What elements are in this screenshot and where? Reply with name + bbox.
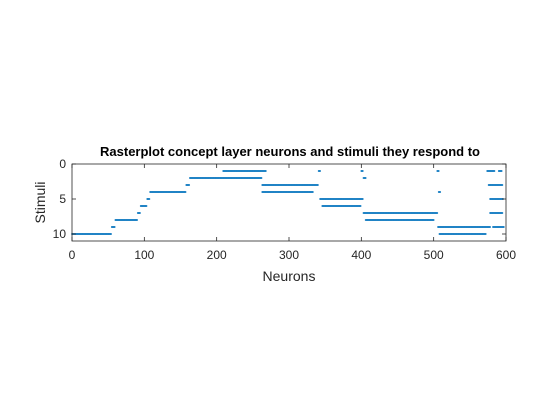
- raster-row-stimulus-5: [319, 198, 364, 200]
- raster-point: [361, 198, 364, 200]
- raster-point: [501, 212, 504, 214]
- chart-title: Rasterplot concept layer neurons and sti…: [100, 144, 480, 159]
- x-tick-label: 0: [69, 248, 76, 262]
- raster-row-stimulus-3: [185, 184, 191, 186]
- raster-row-stimulus-1: [486, 170, 496, 172]
- raster-point: [437, 170, 440, 172]
- raster-point: [184, 191, 187, 193]
- y-tick-label: 10: [53, 227, 67, 241]
- raster-point: [136, 219, 139, 221]
- raster-row-stimulus-4: [261, 191, 314, 193]
- raster-row-stimulus-6: [321, 205, 362, 207]
- raster-point: [148, 198, 151, 200]
- raster-row-stimulus-9: [492, 226, 505, 228]
- x-tick-label: 100: [134, 248, 154, 262]
- raster-point: [364, 177, 367, 179]
- raster-row-stimulus-10: [438, 233, 487, 235]
- raster-row-stimulus-7: [489, 212, 504, 214]
- raster-point: [432, 219, 435, 221]
- raster-row-stimulus-6: [139, 205, 148, 207]
- raster-row-stimulus-8: [364, 219, 435, 221]
- raster-row-stimulus-9: [437, 226, 491, 228]
- x-tick-label: 400: [351, 248, 371, 262]
- raster-markers: [71, 170, 505, 235]
- raster-row-stimulus-7: [136, 212, 141, 214]
- raster-point: [260, 177, 263, 179]
- raster-point: [311, 191, 314, 193]
- raster-point: [139, 212, 141, 214]
- raster-row-stimulus-8: [114, 219, 139, 221]
- axes: [71, 163, 507, 242]
- x-tick-label: 600: [496, 248, 516, 262]
- raster-row-stimulus-2: [189, 177, 224, 179]
- x-tick-label: 500: [424, 248, 444, 262]
- raster-point: [110, 233, 112, 235]
- raster-row-stimulus-1: [317, 170, 321, 172]
- raster-point: [502, 226, 505, 228]
- x-axis-label: Neurons: [263, 268, 316, 284]
- raster-row-stimulus-1: [436, 170, 440, 172]
- raster-point: [436, 212, 439, 214]
- plot-area: [72, 164, 506, 241]
- raster-row-stimulus-1: [360, 170, 364, 172]
- raster-point: [264, 170, 267, 172]
- raster-row-stimulus-10: [71, 233, 112, 235]
- raster-point: [484, 233, 487, 235]
- raster-point: [113, 226, 116, 228]
- raster-row-stimulus-2: [362, 177, 367, 179]
- raster-point: [359, 205, 362, 207]
- y-tick-label: 5: [59, 192, 66, 206]
- x-tick-label: 200: [207, 248, 227, 262]
- raster-point: [361, 170, 364, 172]
- raster-row-stimulus-1: [497, 170, 503, 172]
- tick-labels: 0 100 200 300 400 500 600 0 5 10: [53, 157, 517, 262]
- raster-row-stimulus-5: [146, 198, 151, 200]
- raster-point: [489, 226, 491, 228]
- raster-row-stimulus-2: [222, 177, 263, 179]
- raster-point: [145, 205, 148, 207]
- y-axis-label: Stimuli: [32, 181, 48, 223]
- raster-row-stimulus-1: [222, 170, 267, 172]
- raster-point: [501, 184, 504, 186]
- raster-point: [317, 184, 319, 186]
- raster-point: [188, 184, 191, 186]
- x-tick-label: 300: [279, 248, 299, 262]
- raster-row-stimulus-3: [261, 184, 319, 186]
- raster-row-stimulus-4: [149, 191, 187, 193]
- raster-point: [439, 191, 442, 193]
- raster-row-stimulus-9: [110, 226, 116, 228]
- raster-row-stimulus-5: [489, 198, 505, 200]
- raster-point: [319, 170, 321, 172]
- raster-row-stimulus-7: [362, 212, 439, 214]
- raster-point: [500, 170, 503, 172]
- y-tick-label: 0: [59, 157, 66, 171]
- raster-row-stimulus-3: [487, 184, 504, 186]
- raster-point: [493, 170, 496, 172]
- raster-row-stimulus-4: [437, 191, 442, 193]
